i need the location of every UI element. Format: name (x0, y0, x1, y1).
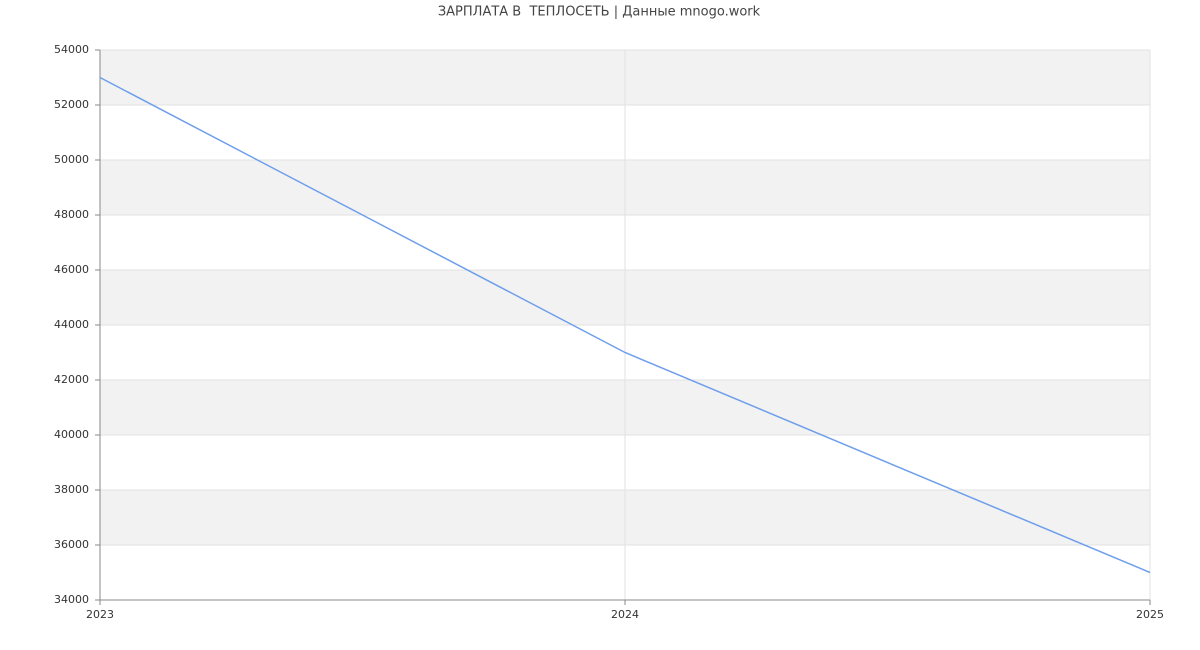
y-tick-label: 48000 (54, 208, 89, 221)
x-tick-label: 2025 (1136, 608, 1164, 621)
y-tick-label: 38000 (54, 483, 89, 496)
y-tick-label: 54000 (54, 43, 89, 56)
y-tick-label: 52000 (54, 98, 89, 111)
y-tick-label: 44000 (54, 318, 89, 331)
y-tick-label: 36000 (54, 538, 89, 551)
y-tick-label: 46000 (54, 263, 89, 276)
chart-title: ЗАРПЛАТА В ТЕПЛОСЕТЬ | Данные mnogo.work (438, 5, 761, 20)
y-tick-label: 50000 (54, 153, 89, 166)
x-tick-label: 2023 (86, 608, 114, 621)
y-tick-label: 40000 (54, 428, 89, 441)
x-tick-label: 2024 (611, 608, 639, 621)
y-tick-label: 34000 (54, 593, 89, 606)
y-tick-label: 42000 (54, 373, 89, 386)
series-line (99, 76, 1151, 574)
